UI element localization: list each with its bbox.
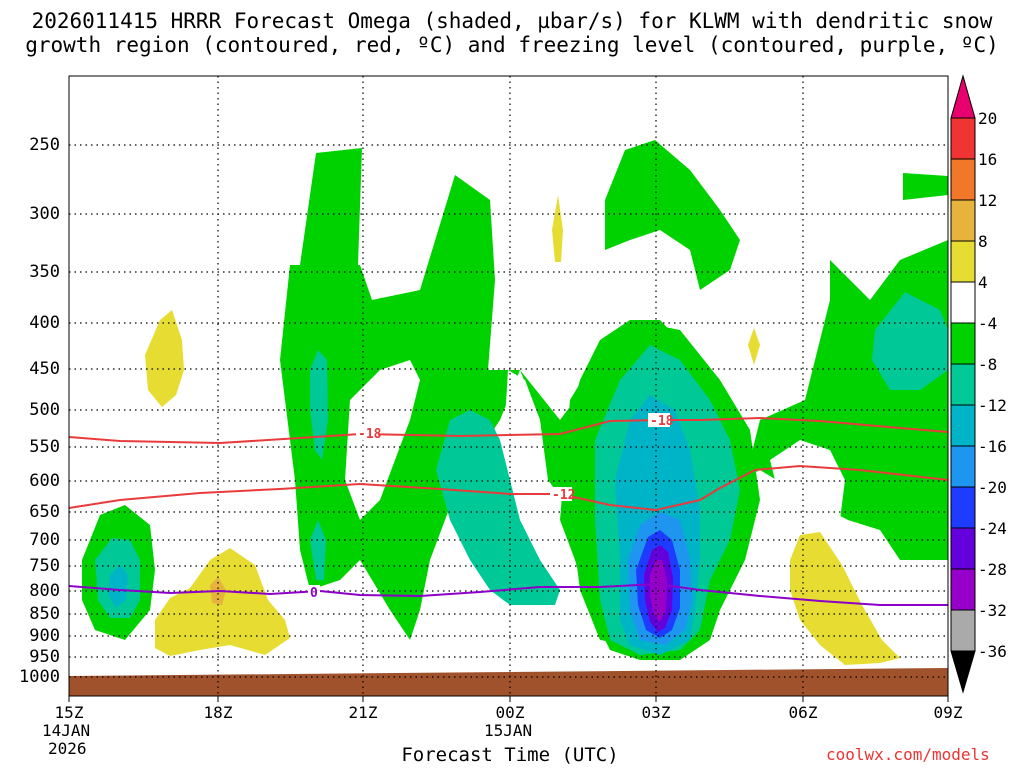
x-tick-date: 15JAN [484, 721, 533, 740]
colorbar-top-arrow [950, 74, 976, 119]
colorbar-label: -36 [978, 642, 1007, 661]
colorbar-swatch [950, 117, 976, 160]
plot-frame [68, 75, 949, 697]
credit-link[interactable]: coolwx.com/models [826, 745, 990, 764]
dgz-contour-label: -18 [358, 427, 382, 442]
colorbar-label: -20 [978, 478, 1007, 497]
y-tick-label: 950 [29, 647, 60, 667]
colorbar-label: -16 [978, 437, 1007, 456]
colorbar-swatch [950, 363, 976, 406]
x-tick-label: 15Z [54, 703, 84, 722]
y-tick-label: 800 [29, 581, 60, 601]
colorbar-swatch [950, 281, 976, 324]
colorbar-swatch [950, 486, 976, 529]
colorbar-label: 16 [978, 150, 998, 169]
y-tick-label: 450 [29, 359, 60, 379]
colorbar-label: 12 [978, 191, 998, 210]
ground-terrain [69, 668, 948, 696]
freezing-contour-label: 0 [310, 586, 318, 601]
contour-label-bg [550, 487, 572, 501]
x-tick-label: 00Z [495, 703, 525, 722]
y-tick-label: 400 [29, 313, 60, 333]
chart-title-line1: 2026011415 HRRR Forecast Omega (shaded, … [31, 9, 993, 33]
colorbar-label: -24 [978, 519, 1007, 538]
y-tick-label: 1000 [19, 667, 60, 687]
x-axis-title: Forecast Time (UTC) [401, 744, 619, 766]
contour-label-bg [356, 426, 378, 440]
y-tick-label: 900 [29, 626, 60, 646]
colorbar-label: -4 [978, 314, 998, 333]
x-tick-date: 14JAN [42, 721, 91, 740]
colorbar-bottom-arrow [950, 650, 976, 694]
x-tick-label: 06Z [788, 703, 818, 722]
y-tick-label: 250 [29, 135, 60, 155]
colorbar-swatch [950, 404, 976, 447]
x-tick-label: 18Z [203, 703, 233, 722]
dgz-contour-label: -18 [650, 414, 674, 429]
colorbar [950, 74, 976, 694]
colorbar-label: 20 [978, 109, 998, 128]
colorbar-swatch [950, 609, 976, 652]
x-tick-label: 09Z [933, 703, 963, 722]
x-tick-label: 21Z [348, 703, 378, 722]
colorbar-swatch [950, 158, 976, 201]
colorbar-label: -32 [978, 601, 1007, 620]
y-tick-label: 750 [29, 556, 60, 576]
y-tick-label: 300 [29, 204, 60, 224]
colorbar-label: -8 [978, 355, 998, 374]
colorbar-swatch [950, 568, 976, 611]
contour-label-bg [308, 585, 320, 599]
x-tick-marks [68, 696, 949, 702]
omega-shading-gaps [345, 360, 845, 560]
y-tick-label: 550 [29, 437, 60, 457]
dgz-contours [68, 416, 949, 512]
y-tick-label: 650 [29, 502, 60, 522]
x-tick-year: 2026 [48, 739, 87, 758]
dgz-contour-label: -12 [552, 488, 575, 503]
colorbar-swatch [950, 240, 976, 283]
x-tick-label: 03Z [641, 703, 671, 722]
contour-label-bg [648, 413, 670, 427]
colorbar-label: 8 [978, 232, 988, 251]
colorbar-swatch [950, 322, 976, 365]
colorbar-label: 4 [978, 273, 988, 292]
y-tick-label: 500 [29, 400, 60, 420]
colorbar-label: -12 [978, 396, 1007, 415]
y-tick-label: 350 [29, 262, 60, 282]
freezing-level-contour [68, 582, 948, 606]
colorbar-swatch [950, 527, 976, 570]
colorbar-label: -28 [978, 560, 1007, 579]
y-tick-label: 850 [29, 604, 60, 624]
y-tick-label: 700 [29, 530, 60, 550]
colorbar-swatch [950, 445, 976, 488]
colorbar-swatch [950, 199, 976, 242]
y-tick-label: 600 [29, 471, 60, 491]
pressure-gridlines [69, 144, 948, 678]
chart-title-line2: growth region (contoured, red, ºC) and f… [25, 33, 999, 57]
